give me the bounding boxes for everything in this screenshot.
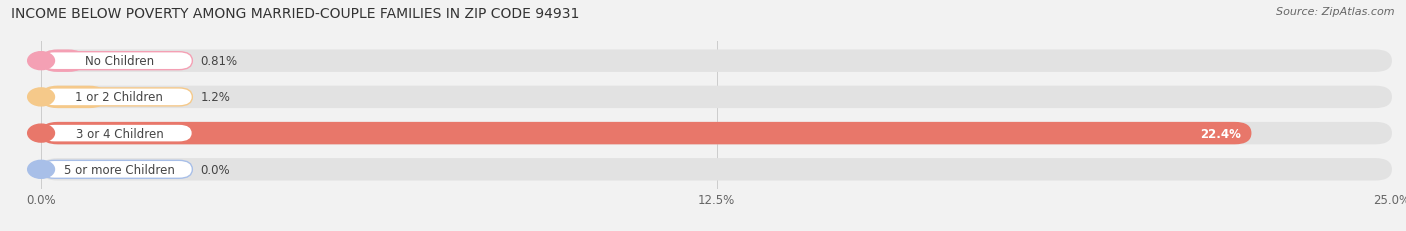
FancyBboxPatch shape [41, 161, 193, 179]
FancyBboxPatch shape [41, 158, 1392, 181]
FancyBboxPatch shape [41, 88, 193, 106]
Circle shape [28, 52, 55, 70]
Text: No Children: No Children [84, 55, 155, 68]
Text: 0.81%: 0.81% [201, 55, 238, 68]
Circle shape [28, 88, 55, 106]
FancyBboxPatch shape [41, 86, 1392, 109]
Text: INCOME BELOW POVERTY AMONG MARRIED-COUPLE FAMILIES IN ZIP CODE 94931: INCOME BELOW POVERTY AMONG MARRIED-COUPL… [11, 7, 579, 21]
Text: 22.4%: 22.4% [1199, 127, 1240, 140]
Circle shape [28, 125, 55, 143]
Text: 5 or more Children: 5 or more Children [65, 163, 174, 176]
Text: 1.2%: 1.2% [201, 91, 231, 104]
FancyBboxPatch shape [41, 52, 193, 70]
FancyBboxPatch shape [41, 50, 1392, 73]
Text: 1 or 2 Children: 1 or 2 Children [76, 91, 163, 104]
FancyBboxPatch shape [41, 50, 84, 73]
Text: 0.0%: 0.0% [201, 163, 231, 176]
FancyBboxPatch shape [41, 122, 1251, 145]
Text: Source: ZipAtlas.com: Source: ZipAtlas.com [1277, 7, 1395, 17]
Circle shape [28, 161, 55, 179]
FancyBboxPatch shape [41, 125, 193, 143]
FancyBboxPatch shape [41, 122, 1392, 145]
FancyBboxPatch shape [41, 86, 105, 109]
Text: 3 or 4 Children: 3 or 4 Children [76, 127, 163, 140]
